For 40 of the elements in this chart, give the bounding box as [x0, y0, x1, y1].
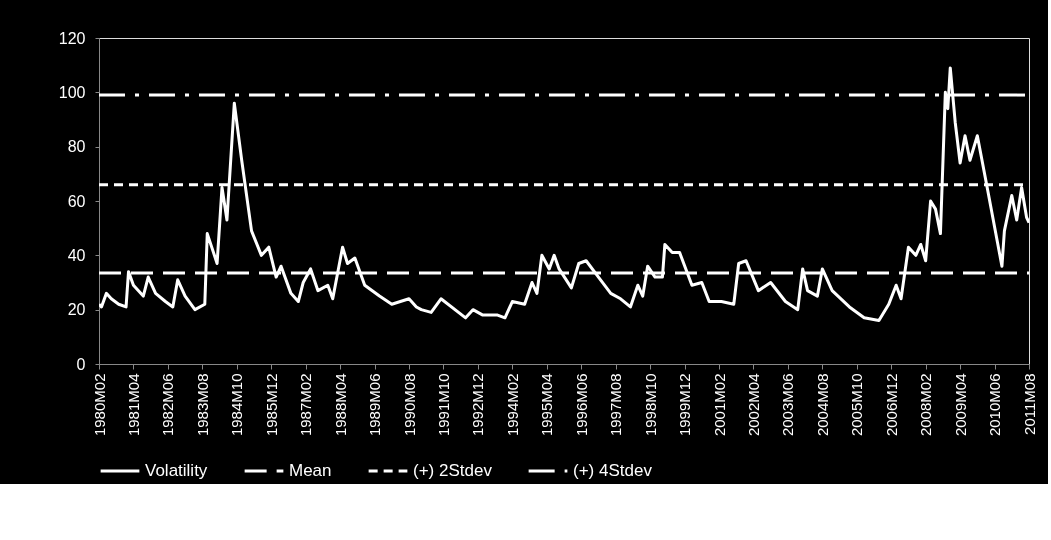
x-tick-label: 1987M02: [297, 373, 315, 437]
line-series: [99, 66, 1029, 323]
x-tick-label: 2010M06: [986, 373, 1004, 437]
x-tick-label: 1982M06: [159, 373, 177, 437]
y-tick-label: 100: [58, 83, 86, 101]
x-tick-label: 1989M06: [366, 373, 384, 437]
x-tick-label: 2002M04: [744, 373, 762, 437]
x-tick-label: 1984M10: [228, 373, 246, 437]
x-tick-label: 1996M06: [572, 373, 590, 437]
x-tick-label: 1985M12: [262, 373, 280, 437]
y-tick-label: 40: [67, 246, 86, 264]
x-tick-label: 2005M10: [848, 373, 866, 437]
legend-label: (+) 2Stdev: [413, 461, 493, 480]
x-tick-label: 1992M12: [469, 373, 487, 437]
x-tick-label: 2009M04: [951, 373, 969, 437]
y-tick-label: 120: [58, 29, 86, 47]
x-tick-label: 1994M02: [503, 373, 521, 437]
legend-label: (+) 4Stdev: [573, 461, 653, 480]
legend-label: Mean: [289, 461, 332, 480]
x-tick-label: 1998M10: [641, 373, 659, 437]
x-tick-label: 2011M08: [1020, 373, 1038, 435]
x-tick-label: 1988M04: [331, 373, 349, 437]
x-tick-label: 1995M04: [538, 373, 556, 437]
x-tick-label: 2004M08: [813, 373, 831, 437]
y-tick-label: 20: [67, 301, 86, 319]
x-tick-label: 1997M08: [607, 373, 625, 437]
x-tick-label: 1980M02: [90, 373, 108, 437]
x-tick-label: 1991M10: [434, 373, 452, 437]
x-tick-label: 2003M06: [779, 373, 797, 437]
x-tick-label: 2001M02: [710, 373, 728, 437]
y-tick-label: 0: [76, 355, 86, 373]
x-tick-label: 2008M02: [917, 373, 935, 437]
y-tick-label: 80: [67, 138, 86, 156]
x-tick-label: 1983M08: [193, 373, 211, 437]
x-tick-label: 1981M04: [124, 373, 142, 437]
x-tick-label: 1990M08: [400, 373, 418, 437]
x-tick-label: 2006M12: [882, 373, 900, 437]
y-tick-label: 60: [67, 192, 86, 210]
x-tick-label: 1999M12: [676, 373, 694, 437]
legend-label: Volatility: [145, 461, 208, 480]
